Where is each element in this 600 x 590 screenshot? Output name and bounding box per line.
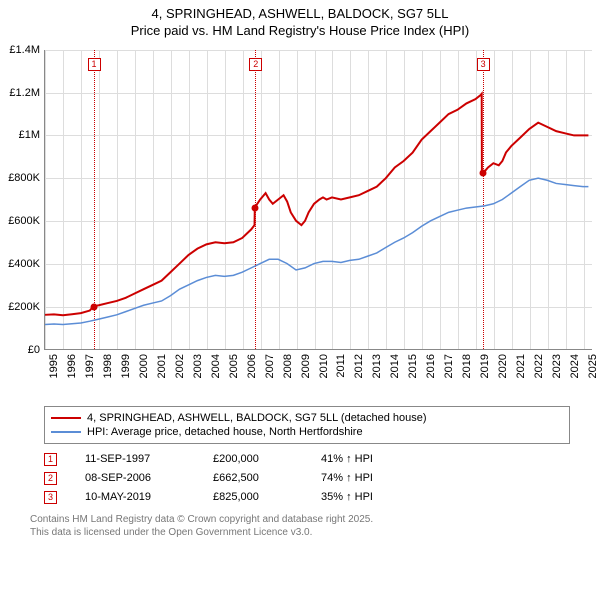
legend-row-hpi: HPI: Average price, detached house, Nort…	[51, 425, 563, 439]
xtick-label: 2015	[407, 354, 419, 378]
sale-dot-1	[90, 303, 97, 310]
sale-row-3: 3 10-MAY-2019 £825,000 35% ↑ HPI	[44, 488, 570, 507]
xtick-label: 2007	[264, 354, 276, 378]
sale-dot-2	[252, 204, 259, 211]
xtick-label: 1997	[84, 354, 96, 378]
ytick-label: £1M	[0, 129, 40, 141]
sale-change-2: 74% ↑ HPI	[321, 472, 411, 484]
xtick-label: 2011	[335, 354, 347, 378]
footer-line-1: Contains HM Land Registry data © Crown c…	[30, 513, 570, 526]
legend-label-price-paid: 4, SPRINGHEAD, ASHWELL, BALDOCK, SG7 5LL…	[87, 412, 427, 424]
footer-line-2: This data is licensed under the Open Gov…	[30, 526, 570, 539]
xtick-label: 2010	[318, 354, 330, 378]
sale-price-1: £200,000	[213, 453, 293, 465]
title-block: 4, SPRINGHEAD, ASHWELL, BALDOCK, SG7 5LL…	[0, 0, 600, 42]
xtick-label: 2014	[389, 354, 401, 378]
xtick-label: 2002	[174, 354, 186, 378]
xtick-label: 2025	[587, 354, 599, 378]
line-series-svg	[45, 50, 592, 349]
xtick-label: 2001	[156, 354, 168, 378]
ytick-label: £1.4M	[0, 44, 40, 56]
chart-container: 4, SPRINGHEAD, ASHWELL, BALDOCK, SG7 5LL…	[0, 0, 600, 539]
sale-marker-1: 1	[44, 453, 57, 466]
xtick-label: 2012	[353, 354, 365, 378]
xtick-label: 1995	[48, 354, 60, 378]
xtick-label: 2024	[569, 354, 581, 378]
xtick-label: 2003	[192, 354, 204, 378]
sale-price-2: £662,500	[213, 472, 293, 484]
legend-label-hpi: HPI: Average price, detached house, Nort…	[87, 426, 363, 438]
sale-date-3: 10-MAY-2019	[85, 491, 185, 503]
title-line-2: Price paid vs. HM Land Registry's House …	[0, 23, 600, 40]
xtick-label: 2021	[515, 354, 527, 378]
legend-swatch-price-paid	[51, 417, 81, 419]
sale-date-1: 11-SEP-1997	[85, 453, 185, 465]
ytick-label: £600K	[0, 215, 40, 227]
xtick-label: 1996	[66, 354, 78, 378]
sales-table: 1 11-SEP-1997 £200,000 41% ↑ HPI 2 08-SE…	[44, 450, 570, 507]
sale-marker-2: 2	[44, 472, 57, 485]
xtick-label: 2016	[425, 354, 437, 378]
xtick-label: 2017	[443, 354, 455, 378]
ytick-label: £0	[0, 344, 40, 356]
xtick-label: 2020	[497, 354, 509, 378]
sale-row-1: 1 11-SEP-1997 £200,000 41% ↑ HPI	[44, 450, 570, 469]
plot-region: 1 2 3	[44, 50, 592, 350]
sale-change-3: 35% ↑ HPI	[321, 491, 411, 503]
xtick-label: 2019	[479, 354, 491, 378]
chart-area: 1 2 3 £0 £200K £400K £600K £800K £1M £1.2M £1.4M 1…	[0, 42, 600, 402]
sale-date-2: 08-SEP-2006	[85, 472, 185, 484]
xtick-label: 2004	[210, 354, 222, 378]
ytick-label: £1.2M	[0, 87, 40, 99]
ytick-label: £400K	[0, 258, 40, 270]
marker-box-3: 3	[477, 58, 490, 71]
marker-box-1: 1	[88, 58, 101, 71]
legend-swatch-hpi	[51, 431, 81, 433]
sale-dot-3	[479, 169, 486, 176]
legend: 4, SPRINGHEAD, ASHWELL, BALDOCK, SG7 5LL…	[44, 406, 570, 444]
sale-price-3: £825,000	[213, 491, 293, 503]
xtick-label: 2013	[371, 354, 383, 378]
xtick-label: 2005	[228, 354, 240, 378]
xtick-label: 2000	[138, 354, 150, 378]
legend-row-price-paid: 4, SPRINGHEAD, ASHWELL, BALDOCK, SG7 5LL…	[51, 411, 563, 425]
xtick-label: 2006	[246, 354, 258, 378]
series-hpi	[45, 178, 588, 324]
ytick-label: £200K	[0, 301, 40, 313]
sale-row-2: 2 08-SEP-2006 £662,500 74% ↑ HPI	[44, 469, 570, 488]
sale-marker-3: 3	[44, 491, 57, 504]
footer: Contains HM Land Registry data © Crown c…	[30, 513, 570, 539]
xtick-label: 2009	[300, 354, 312, 378]
xtick-label: 1998	[102, 354, 114, 378]
xtick-label: 2022	[533, 354, 545, 378]
series-price_paid	[45, 94, 588, 315]
xtick-label: 1999	[120, 354, 132, 378]
xtick-label: 2008	[282, 354, 294, 378]
xtick-label: 2023	[551, 354, 563, 378]
ytick-label: £800K	[0, 172, 40, 184]
marker-box-2: 2	[249, 58, 262, 71]
sale-change-1: 41% ↑ HPI	[321, 453, 411, 465]
xtick-label: 2018	[461, 354, 473, 378]
title-line-1: 4, SPRINGHEAD, ASHWELL, BALDOCK, SG7 5LL	[0, 6, 600, 23]
